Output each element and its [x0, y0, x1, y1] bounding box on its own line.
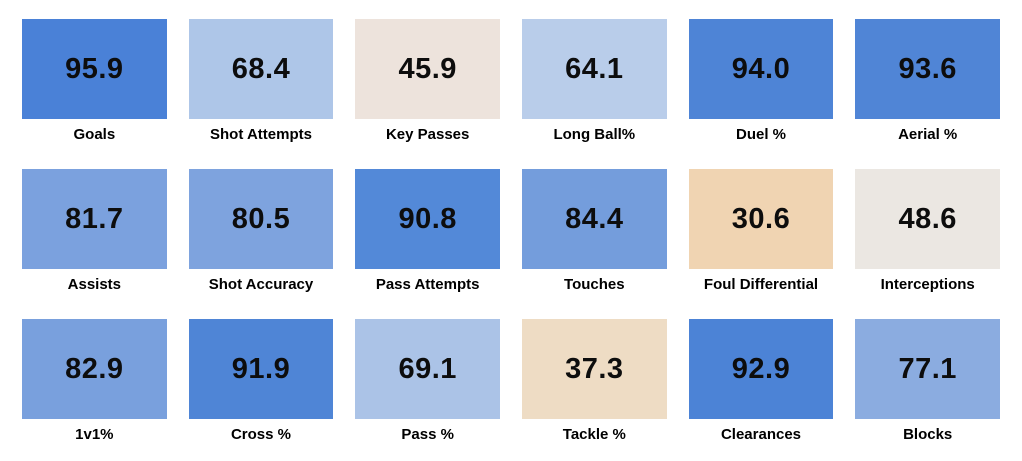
stat-tile-box: 90.8	[355, 169, 500, 269]
stat-label: Shot Attempts	[210, 126, 312, 143]
stat-value: 37.3	[565, 352, 624, 385]
stat-label: Foul Differential	[703, 276, 819, 293]
stat-cell-pass-attempts: 90.8 Pass Attempts	[355, 169, 500, 293]
stat-label: Long Ball%	[553, 126, 636, 143]
stat-value: 95.9	[65, 52, 124, 85]
stat-tile-box: 92.9	[688, 319, 834, 419]
stat-value: 64.1	[565, 52, 624, 85]
stat-cell-touches: 84.4 Touches	[522, 169, 667, 293]
stat-tile-box: 93.6	[855, 19, 1000, 119]
stat-tile-box: 68.4	[188, 19, 334, 119]
stat-tile-box: 37.3	[522, 319, 667, 419]
stat-cell-duel: 94.0 Duel %	[688, 19, 834, 143]
stat-cell-shot-attempts: 68.4 Shot Attempts	[188, 19, 334, 143]
stat-label: Assists	[67, 276, 122, 293]
stat-tile-box: 77.1	[855, 319, 1000, 419]
stat-value: 84.4	[565, 202, 624, 235]
stat-label: Shot Accuracy	[208, 276, 314, 293]
stat-cell-cross: 91.9 Cross %	[188, 319, 334, 443]
stat-label: Pass Attempts	[375, 276, 480, 293]
stat-label: Clearances	[720, 426, 802, 443]
stat-tile-box: 45.9	[355, 19, 500, 119]
stat-value: 48.6	[898, 202, 957, 235]
stat-value: 81.7	[65, 202, 124, 235]
stat-cell-shot-accuracy: 80.5 Shot Accuracy	[188, 169, 334, 293]
stat-cell-key-passes: 45.9 Key Passes	[355, 19, 500, 143]
stat-tile-box: 82.9	[22, 319, 167, 419]
stat-tile-box: 95.9	[22, 19, 167, 119]
stat-value: 68.4	[231, 52, 291, 85]
stat-value: 93.6	[898, 52, 957, 85]
stat-label: Cross %	[230, 426, 291, 443]
stat-tile-box: 48.6	[855, 169, 1000, 269]
stat-label: Tackle %	[562, 426, 626, 443]
stat-label: Duel %	[735, 126, 786, 143]
stat-value: 82.9	[65, 352, 124, 385]
stat-tile-box: 64.1	[522, 19, 667, 119]
stat-label: Goals	[73, 126, 116, 143]
stat-cell-long-ball: 64.1 Long Ball%	[522, 19, 667, 143]
stat-cell-pass-pct: 69.1 Pass %	[355, 319, 500, 443]
stat-label: Interceptions	[880, 276, 975, 293]
stat-value: 92.9	[731, 352, 791, 385]
stat-cell-foul-differential: 30.6 Foul Differential	[688, 169, 834, 293]
stat-tile-box: 69.1	[355, 319, 500, 419]
stat-label: Key Passes	[385, 126, 470, 143]
stat-value: 94.0	[731, 52, 791, 85]
stat-value: 30.6	[731, 202, 791, 235]
stat-cell-1v1: 82.9 1v1%	[22, 319, 167, 443]
stat-tile-box: 30.6	[688, 169, 834, 269]
stat-cell-goals: 95.9 Goals	[22, 19, 167, 143]
stat-value: 91.9	[231, 352, 291, 385]
stat-tile-box: 91.9	[188, 319, 334, 419]
stat-cell-clearances: 92.9 Clearances	[688, 319, 834, 443]
stat-value: 90.8	[398, 202, 457, 235]
stat-cell-tackle: 37.3 Tackle %	[522, 319, 667, 443]
stat-label: 1v1%	[75, 426, 114, 443]
stat-cell-interceptions: 48.6 Interceptions	[855, 169, 1000, 293]
stat-tile-box: 84.4	[522, 169, 667, 269]
stat-label: Touches	[564, 276, 625, 293]
stat-label: Pass %	[401, 426, 454, 443]
stat-cell-aerial: 93.6 Aerial %	[855, 19, 1000, 143]
stat-cell-blocks: 77.1 Blocks	[855, 319, 1000, 443]
stat-value: 77.1	[898, 352, 957, 385]
stat-tile-box: 80.5	[188, 169, 334, 269]
stat-label: Aerial %	[898, 126, 958, 143]
stat-tile-box: 94.0	[688, 19, 834, 119]
stat-value: 69.1	[398, 352, 457, 385]
stat-cell-assists: 81.7 Assists	[22, 169, 167, 293]
stat-value: 45.9	[398, 52, 457, 85]
stat-tile-box: 81.7	[22, 169, 167, 269]
stat-label: Blocks	[903, 426, 953, 443]
stat-value: 80.5	[231, 202, 291, 235]
